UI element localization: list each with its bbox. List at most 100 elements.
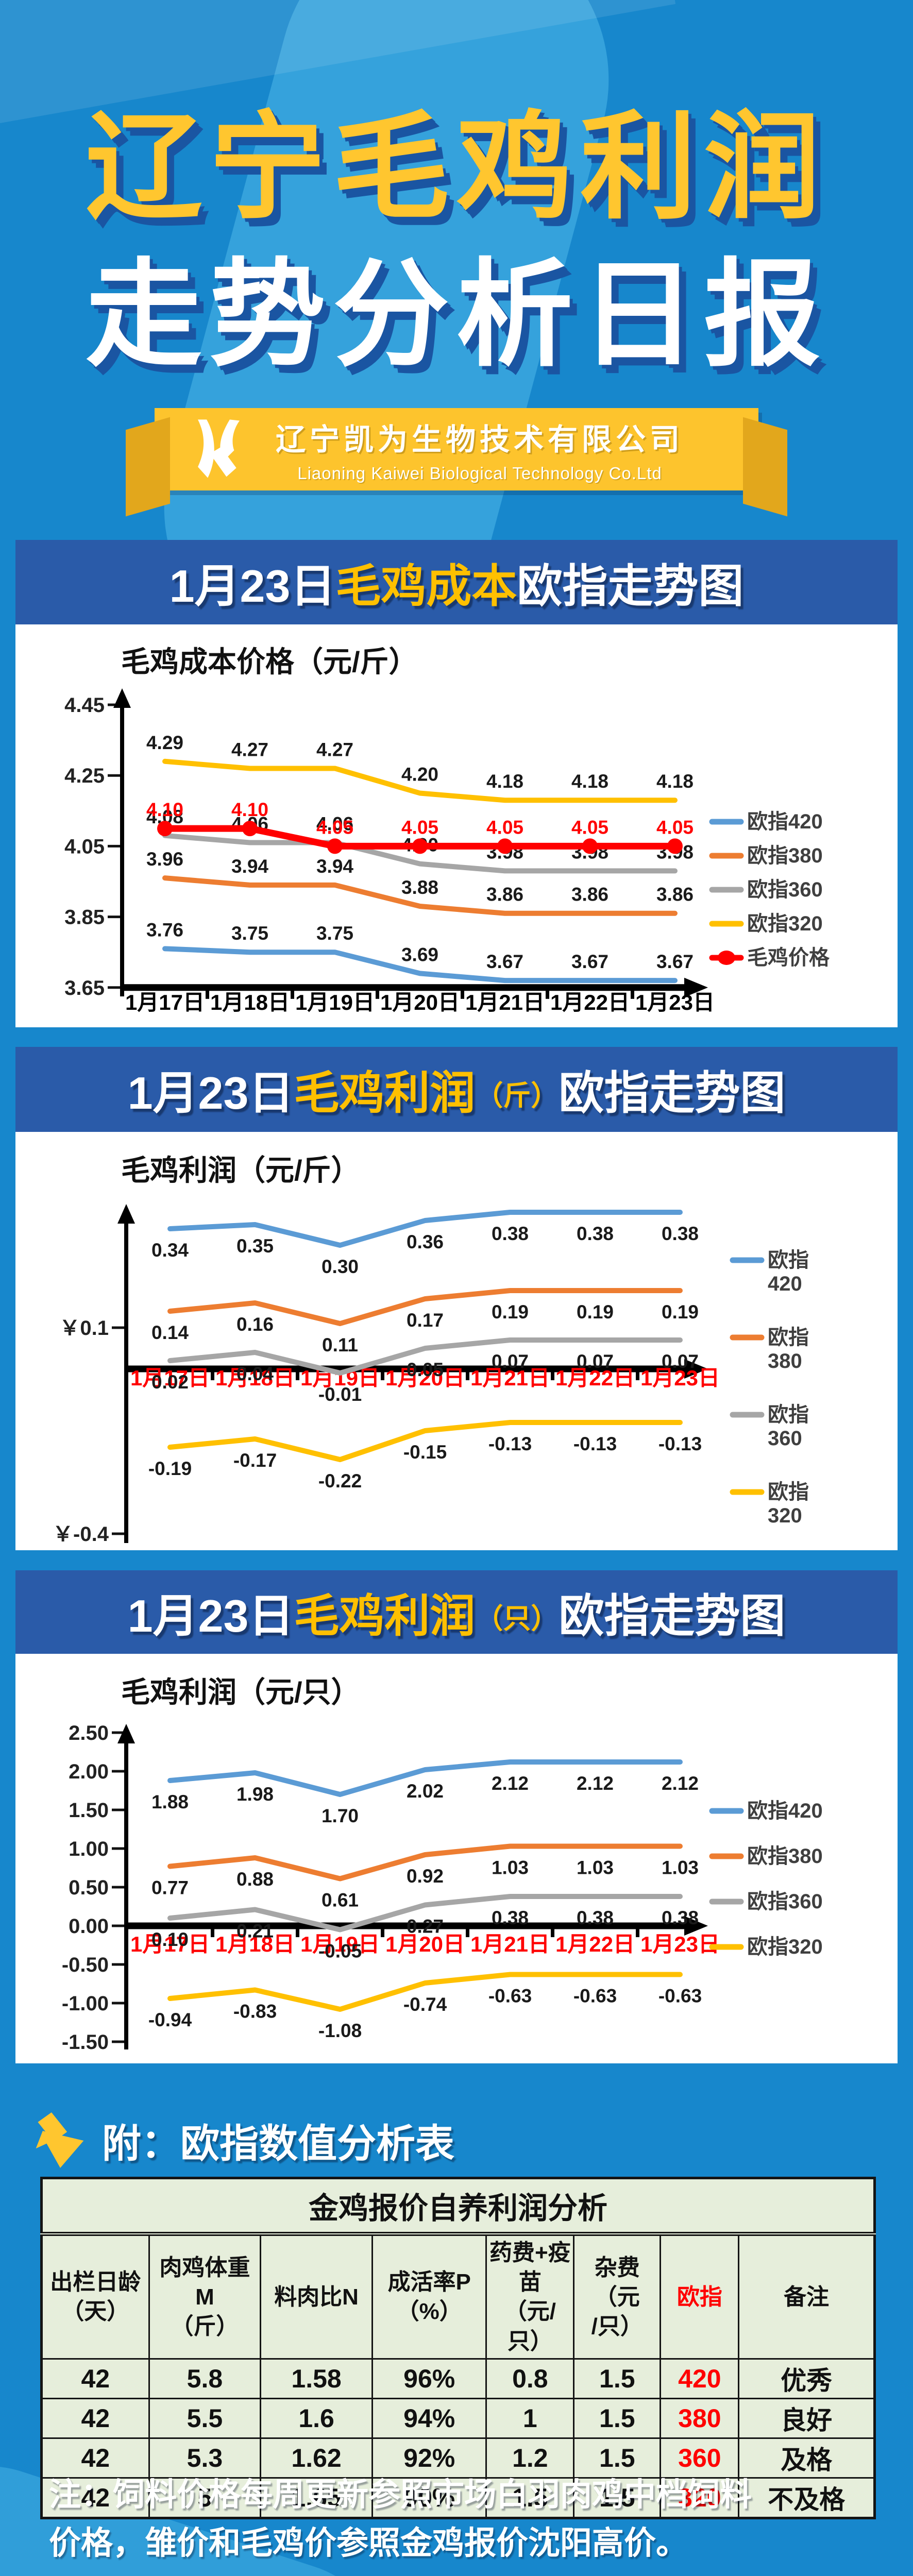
section-heading-part: 欧指走势图 [559, 1067, 786, 1118]
x-axis-date-label: 1月18日 [215, 1366, 295, 1390]
data-label-毛鸡价格: 4.05 [316, 817, 353, 838]
data-label-欧指320: -0.19 [148, 1458, 192, 1479]
data-label-欧指380: 3.86 [656, 884, 694, 905]
series-line-欧指380 [167, 1843, 683, 1882]
data-label-欧指420: 1.98 [236, 1784, 274, 1805]
y-axis-tick-label: 2.00 [69, 1760, 109, 1783]
data-label-欧指320: 4.20 [401, 764, 438, 785]
data-label-欧指420: 3.75 [316, 923, 353, 944]
x-axis-date-label: 1月22日 [555, 1932, 635, 1956]
table-cell: 1.62 [260, 2437, 373, 2479]
table-row: 42 5.5 1.6 94% 1 1.5 380 良好 [41, 2397, 875, 2439]
y-axis-tick-label: ￥0.1 [59, 1317, 109, 1340]
x-axis-date-label: 1月17日 [130, 1932, 210, 1956]
table-cell: 0.8 [485, 2358, 575, 2399]
x-axis-date-label: 1月21日 [465, 990, 545, 1014]
y-axis-tick-label: ￥-0.4 [53, 1523, 109, 1546]
section-heading-part: 毛鸡成本 [335, 560, 517, 612]
note-text: 注：饲料价格每周更新参照市场白羽肉鸡中档饲料 价格，雏价和毛鸡价参照金鸡报价沈阳… [49, 2471, 884, 2568]
data-label-欧指360: 0.10 [151, 1929, 189, 1950]
company-banner-text: 辽宁凯为生物技术有限公司 Liaoning Kaiwei Biological … [247, 415, 712, 483]
data-label-欧指320: -0.63 [658, 1986, 702, 2007]
x-axis-date-label: 1月23日 [635, 990, 715, 1014]
company-logo-icon [198, 419, 240, 478]
table-header-cell: 料肉比N [260, 2233, 373, 2360]
data-label-欧指380: 0.92 [407, 1866, 444, 1887]
data-label-毛鸡价格: 4.05 [656, 817, 694, 838]
chart-card-profit-per-bird: 毛鸡利润（元/只） 2.50 2.00 1.50 1.00 0.50 0.00 -0.50 -1… [15, 1654, 898, 2063]
company-name-cn: 辽宁凯为生物技术有限公司 [275, 423, 684, 456]
data-label-欧指380: 0.14 [151, 1322, 189, 1343]
series-line-欧指320 [162, 758, 678, 803]
data-label-欧指320: -0.15 [403, 1442, 447, 1463]
x-axis-date-label: 1月18日 [215, 1932, 295, 1956]
data-label-欧指320: -0.63 [573, 1986, 617, 2007]
table-cell: 1.5 [573, 2358, 662, 2399]
table-cell: 42 [41, 2358, 150, 2399]
table-cell: 5.5 [148, 2397, 262, 2439]
data-label-毛鸡价格: 4.10 [231, 799, 268, 820]
data-label-欧指360: -0.01 [318, 1384, 362, 1405]
chart-title: 毛鸡利润（元/只） [121, 1676, 360, 1708]
chart-title: 毛鸡成本价格（元/斤） [121, 646, 418, 678]
x-axis-date-label: 1月19日 [295, 990, 375, 1014]
data-label-欧指320: -0.13 [488, 1433, 532, 1454]
x-axis-date-label: 1月20日 [380, 990, 460, 1014]
series-line-欧指380 [167, 1288, 683, 1326]
note-line2: 价格，雏价和毛鸡价参照金鸡报价沈阳高价。 [49, 2526, 688, 2561]
data-label-欧指320: -0.17 [233, 1450, 277, 1471]
table-header-cell: 欧指 [660, 2233, 740, 2360]
y-axis-tick-label: -1.00 [62, 1992, 109, 2015]
x-axis-date-label: 1月21日 [470, 1366, 550, 1390]
chart-title: 毛鸡利润（元/斤） [121, 1154, 360, 1187]
legend-label-欧指320: 欧指320 [747, 1936, 823, 1958]
table-row: 42 5 1.65 90% 1.5 1.5 320 不及格 [41, 2477, 875, 2519]
legend-label-欧指360: 欧指360 [747, 878, 823, 901]
table-cell: 良好 [738, 2397, 875, 2439]
main-title-line1: 辽宁毛鸡利润 [85, 102, 827, 232]
data-label-欧指420: 0.38 [492, 1223, 529, 1244]
table-header-cell: 杂费（元 /只） [573, 2233, 662, 2360]
x-axis-date-label: 1月21日 [470, 1932, 550, 1956]
main-title-line2: 走势分析日报 [85, 249, 827, 380]
annex-heading: 附：欧指数值分析表 [33, 2111, 454, 2169]
data-label-欧指420: 0.35 [236, 1235, 274, 1257]
table-cell: 1.5 [485, 2477, 575, 2519]
data-label-欧指320: 4.18 [571, 771, 608, 792]
data-label-欧指420: 3.75 [231, 923, 268, 944]
data-label-欧指380: 0.11 [322, 1334, 358, 1355]
table-cell: 96% [371, 2358, 487, 2399]
data-label-欧指380: 3.94 [231, 856, 268, 877]
section-heading-profit-per-jin: 1月23日 毛鸡利润 （斤） 欧指走势图 [15, 1047, 898, 1132]
data-label-欧指420: 0.38 [662, 1223, 699, 1244]
y-axis-tick-label: 4.25 [64, 765, 105, 787]
data-label-欧指420: 3.76 [146, 919, 183, 940]
series-line-欧指420 [167, 1210, 683, 1248]
y-axis-tick-label: 0.00 [69, 1915, 109, 1938]
data-label-欧指380: 3.94 [316, 856, 353, 877]
data-label-欧指360: 0.05 [407, 1359, 444, 1380]
table-cell: 42 [41, 2397, 150, 2439]
data-label-欧指320: 4.27 [231, 739, 268, 760]
data-label-欧指380: 3.96 [146, 849, 183, 870]
y-axis-tick-label: -0.50 [62, 1954, 109, 1976]
table-cell: 5.3 [148, 2437, 262, 2479]
y-axis-tick-label: 0.50 [69, 1876, 109, 1899]
x-axis-date-label: 1月23日 [640, 1366, 720, 1390]
company-banner: 辽宁凯为生物技术有限公司 Liaoning Kaiwei Biological … [155, 408, 758, 490]
table-cell: 1.65 [260, 2477, 373, 2519]
data-label-欧指420: 0.30 [322, 1256, 359, 1277]
table-cell: 42 [41, 2437, 150, 2479]
x-axis-date-label: 1月17日 [125, 990, 205, 1014]
data-label-欧指420: 2.02 [407, 1781, 444, 1802]
data-label-欧指420: 1.88 [151, 1791, 189, 1812]
legend-label-欧指380: 欧指380 [747, 1845, 823, 1868]
data-label-欧指380: 0.61 [322, 1890, 359, 1911]
data-label-欧指420: 0.34 [151, 1240, 189, 1261]
series-line-欧指320 [167, 1972, 683, 2012]
